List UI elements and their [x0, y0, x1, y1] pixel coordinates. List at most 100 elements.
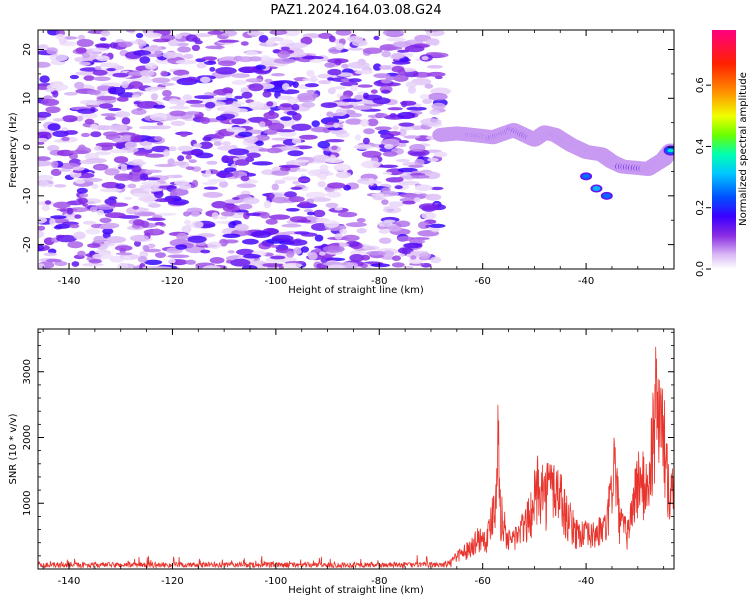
heatmap-cell [62, 115, 78, 123]
heatmap-cell [418, 203, 438, 211]
heatmap-cell [277, 50, 291, 59]
heatmap-cell [200, 249, 211, 254]
heatmap-cell [196, 62, 207, 69]
heatmap-cell [205, 101, 216, 109]
heatmap-cell [45, 106, 61, 114]
heatmap-cell [408, 239, 426, 244]
heatmap-cell [271, 196, 290, 204]
x-tick-label: -120 [161, 276, 184, 287]
heatmap-cell [124, 141, 138, 149]
heatmap-cell [144, 32, 163, 38]
heatmap-cell [132, 50, 152, 56]
heatmap-cell [69, 74, 79, 80]
heatmap-cell [230, 106, 241, 113]
heatmap-cell [151, 266, 173, 269]
heatmap-cell [242, 238, 259, 245]
heatmap-cell [142, 188, 162, 192]
heatmap-cell [296, 168, 308, 173]
heatmap-cell [431, 102, 446, 110]
heatmap-cell [154, 136, 163, 141]
heatmap-cell [100, 62, 119, 68]
heatmap-cell [88, 259, 103, 264]
heatmap-cell [426, 65, 443, 69]
heatmap-cell [43, 252, 58, 257]
heatmap-cell [381, 50, 392, 58]
heatmap-cell [392, 255, 401, 261]
heatmap-cell [245, 212, 264, 216]
heatmap-cell [64, 130, 78, 135]
heatmap-cell [382, 250, 395, 258]
heatmap-cell [245, 51, 259, 56]
heatmap-cell [200, 117, 211, 124]
heatmap-cell [141, 77, 153, 84]
heatmap-cell [335, 42, 345, 51]
heatmap-cell [136, 107, 143, 111]
heatmap-cell [105, 236, 126, 244]
heatmap-cell [398, 253, 406, 257]
heatmap-cell [421, 212, 437, 220]
heatmap-cell [49, 218, 56, 226]
heatmap-cell [414, 184, 433, 191]
heatmap-cell [402, 200, 416, 205]
heatmap-cell [91, 184, 99, 189]
heatmap-cell [396, 220, 411, 228]
heatmap-cell [284, 191, 297, 198]
heatmap-cell [362, 47, 383, 54]
heatmap-cell [108, 196, 118, 200]
heatmap-cell [426, 71, 446, 77]
heatmap-cell [395, 159, 410, 163]
heatmap-cell [202, 181, 218, 185]
heatmap-cell [67, 241, 84, 249]
heatmap-cell [300, 246, 309, 253]
heatmap-cell [79, 99, 98, 105]
heatmap-cell [152, 125, 172, 130]
heatmap-cell [120, 164, 128, 172]
heatmap-cell [130, 134, 143, 142]
heatmap-cell [132, 91, 144, 96]
heatmap-cell [154, 163, 177, 168]
heatmap-cell [413, 197, 421, 203]
heatmap-cell [193, 143, 203, 148]
heatmap-cell [354, 94, 364, 100]
heatmap-cell [230, 258, 251, 267]
heatmap-cell [411, 174, 430, 179]
heatmap-cell [408, 164, 424, 168]
heatmap-cell [205, 45, 225, 50]
heatmap-cell [371, 193, 385, 197]
heatmap-cell [99, 217, 112, 223]
heatmap-cell [112, 72, 129, 78]
heatmap-cell [381, 199, 389, 205]
colorbar-gradient [712, 30, 736, 269]
heatmap-cell [133, 151, 149, 156]
heatmap-cell [388, 201, 404, 208]
heatmap-cell [185, 224, 193, 228]
heatmap-cell [420, 118, 442, 126]
heatmap-cell [347, 47, 364, 51]
heatmap-cell [268, 214, 291, 220]
heatmap-cell [219, 113, 236, 120]
heatmap-cell [183, 219, 192, 225]
heatmap-cell [288, 196, 305, 203]
heatmap-cell [405, 113, 413, 119]
heatmap-cell [335, 30, 352, 36]
x-tick-label: -120 [161, 576, 184, 587]
heatmap-cell [194, 95, 215, 100]
colorbar-tick-label: 0.4 [695, 138, 706, 154]
heatmap-cell [93, 235, 105, 243]
heatmap-cell [217, 39, 240, 43]
heatmap-cell [209, 67, 216, 72]
heatmap-cell [152, 228, 162, 235]
heatmap-cell [76, 39, 94, 47]
heatmap-cell [327, 264, 346, 269]
heatmap-cell [262, 263, 283, 268]
heatmap-cell [96, 85, 112, 91]
heatmap-cell [292, 180, 301, 185]
heatmap-cell [114, 245, 133, 252]
heatmap-cell [150, 93, 159, 101]
heatmap-cell [109, 42, 118, 49]
y-tick-label: 0 [22, 144, 33, 150]
heatmap-cell [236, 248, 255, 256]
heatmap-cell [304, 83, 319, 88]
heatmap-cell [38, 180, 50, 187]
heatmap-cell [320, 102, 338, 108]
